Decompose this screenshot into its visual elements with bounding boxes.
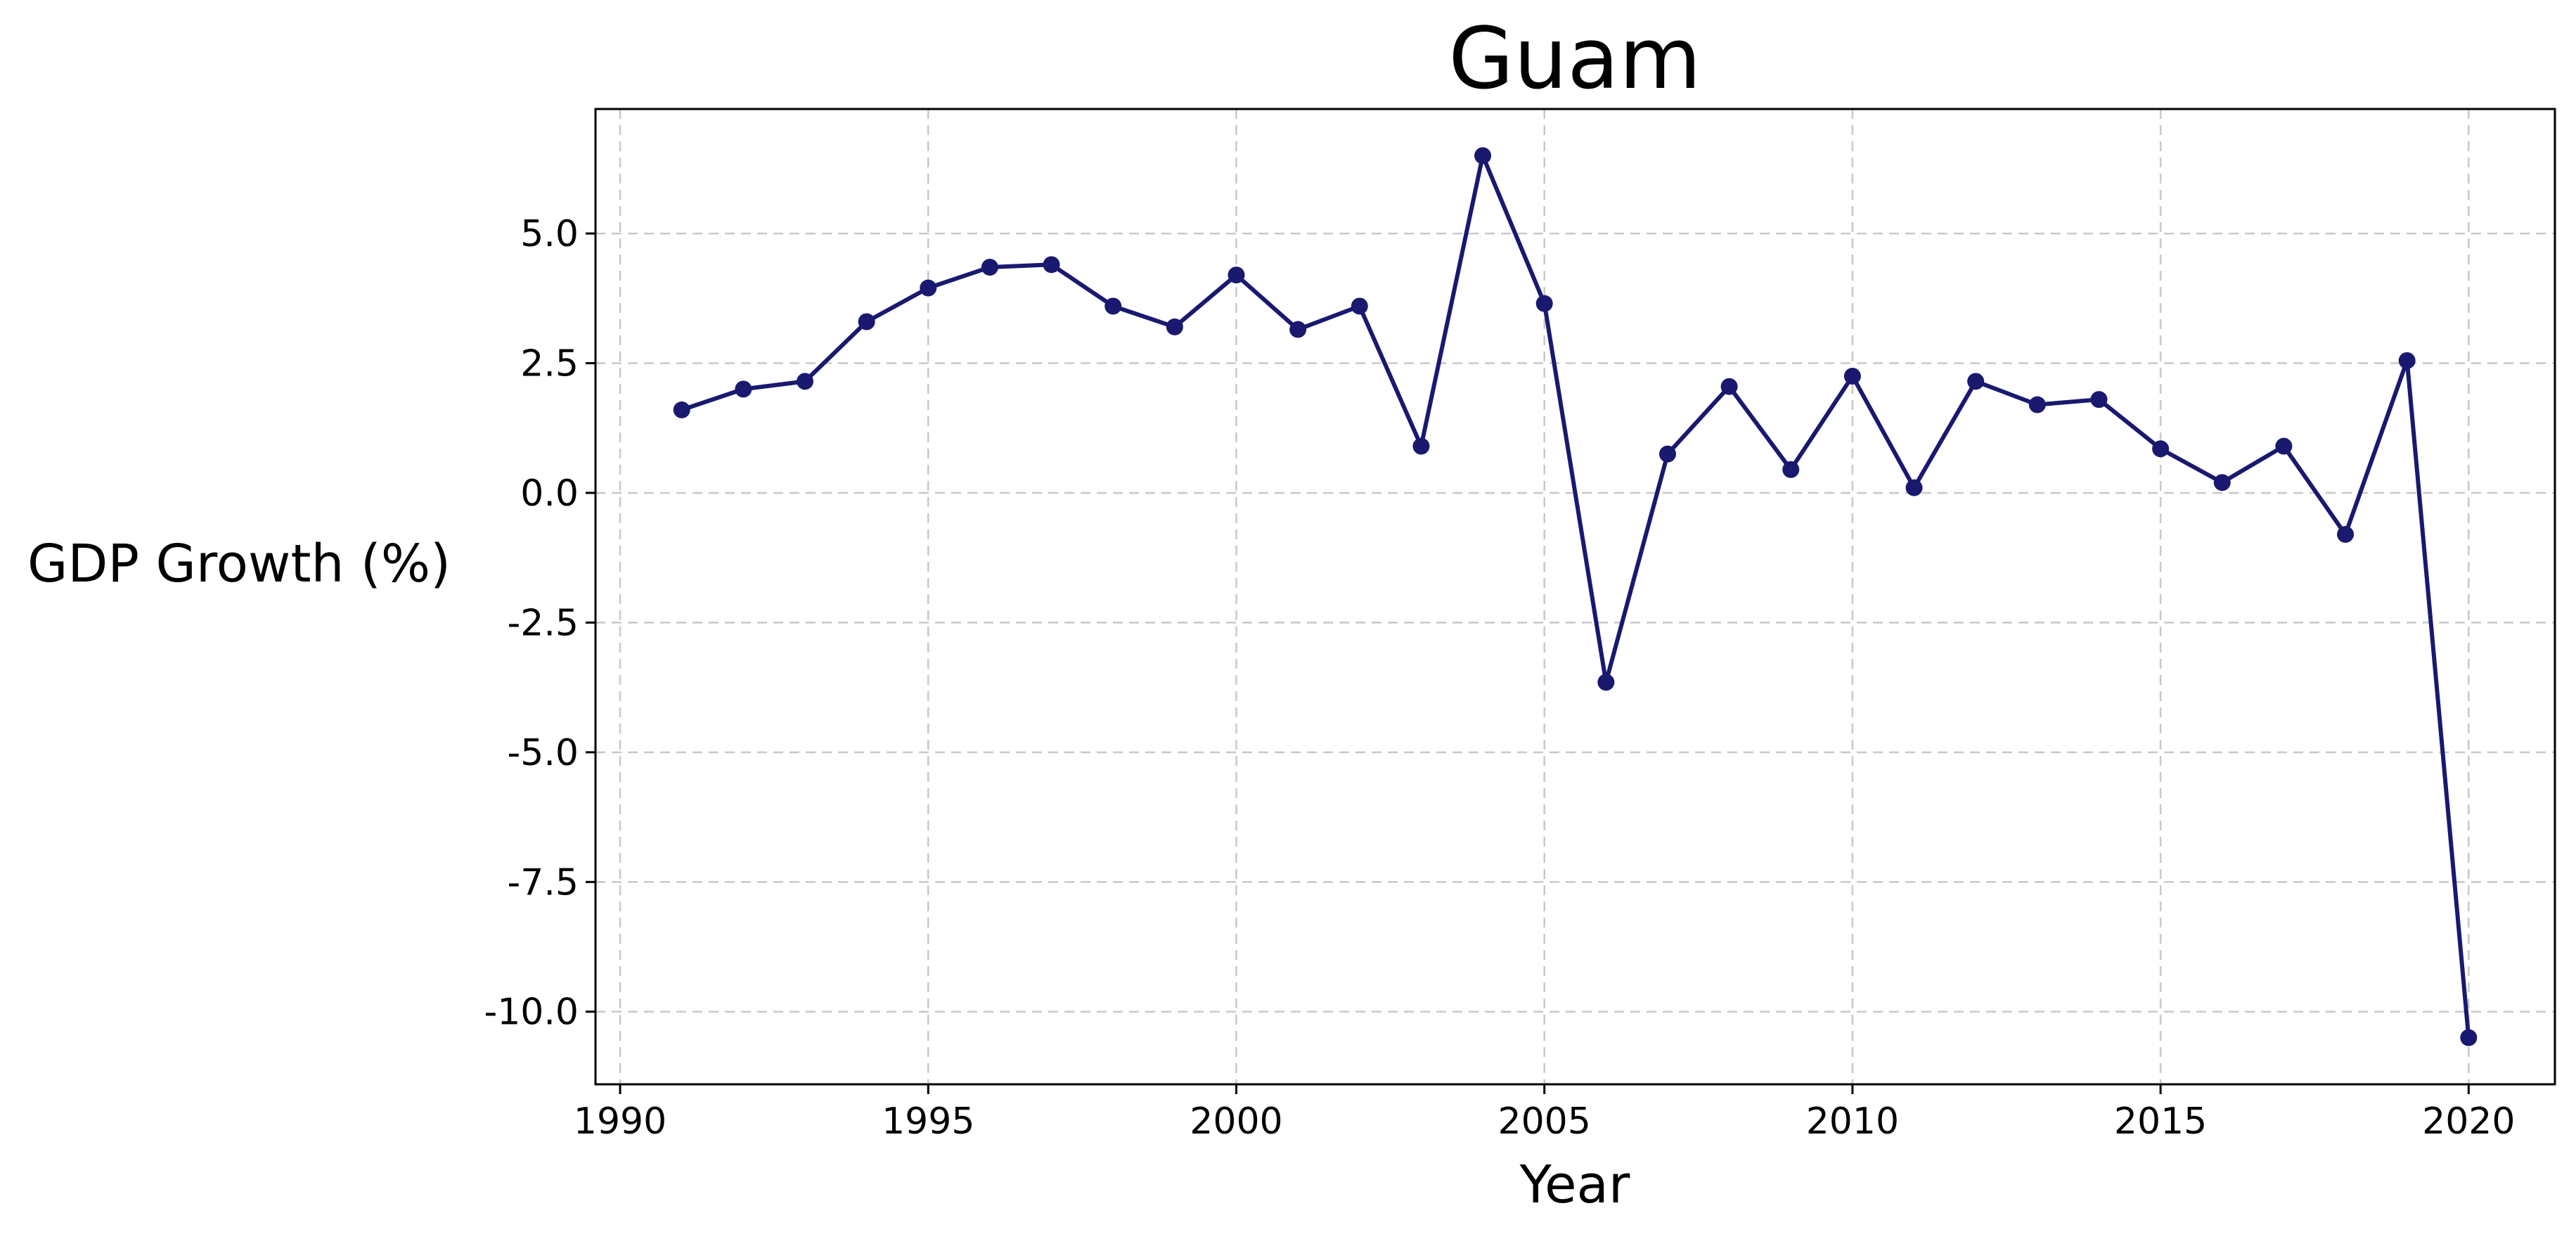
data-point	[1043, 256, 1060, 274]
y-tick-label: 0.0	[520, 473, 579, 515]
y-axis-tick-labels: 5.0 2.5 0.0 -2.5 -5.0 -7.5 -10.0	[484, 213, 579, 1034]
y-tick-label: -5.0	[508, 732, 579, 774]
x-tick-label: 2000	[1190, 1100, 1282, 1143]
y-tick-label: -2.5	[508, 602, 579, 644]
data-point	[2152, 440, 2170, 458]
y-axis-label: GDP Growth (%)	[27, 534, 451, 594]
x-axis-label: Year	[1519, 1155, 1630, 1215]
data-point	[735, 380, 752, 398]
data-point	[1843, 367, 1861, 385]
data-point	[1597, 674, 1615, 691]
axis-ticks	[586, 232, 2470, 1094]
data-point	[1166, 318, 1183, 335]
data-point	[2460, 1029, 2478, 1046]
data-point	[1967, 373, 1985, 390]
data-point	[1782, 461, 1800, 478]
data-point	[1535, 295, 1553, 312]
data-point	[2090, 391, 2108, 409]
data-point	[2275, 437, 2293, 455]
data-point	[1474, 147, 1492, 165]
x-tick-label: 2020	[2422, 1100, 2515, 1143]
data-point	[920, 279, 937, 297]
y-tick-label: 5.0	[520, 213, 579, 255]
data-point	[1351, 297, 1368, 315]
data-point	[1105, 297, 1122, 315]
x-tick-label: 1995	[882, 1100, 974, 1143]
data-point	[1289, 321, 1307, 338]
plot-area-frame	[594, 108, 2556, 1086]
grid-lines	[595, 109, 2555, 1084]
x-tick-label: 2005	[1498, 1100, 1591, 1143]
y-tick-label: -10.0	[484, 991, 579, 1034]
x-tick-label: 2010	[1806, 1100, 1899, 1143]
data-point	[1720, 378, 1738, 395]
x-axis-tick-labels: 1990 1995 2000 2005 2010 2015 2020	[574, 1100, 2516, 1143]
data-point	[1412, 437, 1430, 455]
data-point	[1659, 445, 1676, 463]
y-tick-label: -7.5	[508, 861, 579, 904]
x-tick-label: 2015	[2114, 1100, 2207, 1143]
data-point	[1228, 267, 1245, 284]
data-point	[981, 259, 998, 276]
series-line	[681, 153, 2471, 1038]
data-point	[2213, 474, 2231, 492]
gdp-growth-series	[673, 147, 2478, 1046]
data-point	[2398, 352, 2416, 369]
x-tick-label: 1990	[574, 1100, 666, 1143]
data-point	[2028, 396, 2046, 413]
data-point	[858, 313, 875, 330]
data-point	[2337, 525, 2355, 543]
y-tick-label: 2.5	[520, 343, 579, 385]
data-point	[673, 401, 690, 418]
data-point	[1905, 479, 1923, 496]
data-point	[796, 373, 813, 390]
chart-title: Guam	[1448, 11, 1701, 108]
